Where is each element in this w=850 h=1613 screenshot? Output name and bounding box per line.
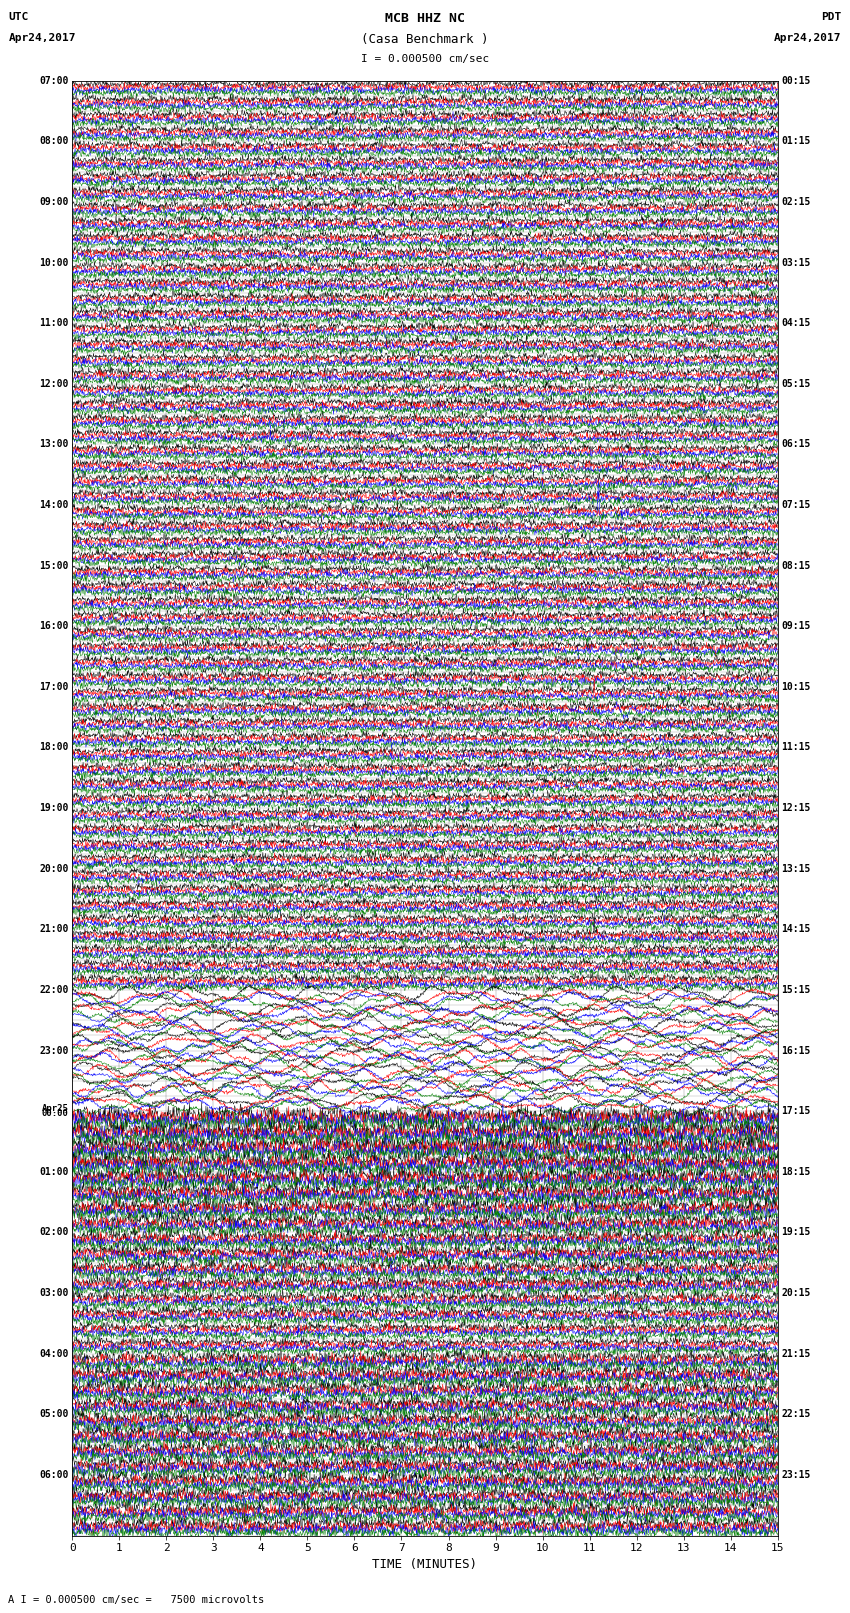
Text: 14:15: 14:15 [781, 924, 811, 934]
Text: 23:15: 23:15 [781, 1469, 811, 1481]
Text: 04:00: 04:00 [39, 1348, 69, 1358]
Text: 22:00: 22:00 [39, 986, 69, 995]
Text: 06:15: 06:15 [781, 439, 811, 450]
Text: 14:00: 14:00 [39, 500, 69, 510]
Text: Apr24,2017: Apr24,2017 [774, 32, 842, 44]
Text: 09:00: 09:00 [39, 197, 69, 206]
Text: 08:00: 08:00 [39, 135, 69, 147]
Text: 01:15: 01:15 [781, 135, 811, 147]
Text: 16:00: 16:00 [39, 621, 69, 631]
Text: 08:15: 08:15 [781, 561, 811, 571]
Text: 22:15: 22:15 [781, 1410, 811, 1419]
Text: 16:15: 16:15 [781, 1045, 811, 1055]
Text: 07:15: 07:15 [781, 500, 811, 510]
Text: 15:15: 15:15 [781, 986, 811, 995]
Text: 17:15: 17:15 [781, 1107, 811, 1116]
Text: 00:15: 00:15 [781, 76, 811, 85]
Text: 09:15: 09:15 [781, 621, 811, 631]
Text: 11:15: 11:15 [781, 742, 811, 753]
Text: 18:15: 18:15 [781, 1166, 811, 1177]
Text: 05:15: 05:15 [781, 379, 811, 389]
Text: 04:15: 04:15 [781, 318, 811, 327]
Text: 11:00: 11:00 [39, 318, 69, 327]
Text: 02:00: 02:00 [39, 1227, 69, 1237]
Text: 02:15: 02:15 [781, 197, 811, 206]
Text: 15:00: 15:00 [39, 561, 69, 571]
Text: 07:00: 07:00 [39, 76, 69, 85]
Text: 05:00: 05:00 [39, 1410, 69, 1419]
Text: 19:00: 19:00 [39, 803, 69, 813]
Text: 03:00: 03:00 [39, 1289, 69, 1298]
Text: 23:00: 23:00 [39, 1045, 69, 1055]
Text: UTC: UTC [8, 11, 29, 23]
Text: Apr24,2017: Apr24,2017 [8, 32, 76, 44]
Text: 03:15: 03:15 [781, 258, 811, 268]
Text: 13:00: 13:00 [39, 439, 69, 450]
Text: 13:15: 13:15 [781, 863, 811, 874]
Text: 10:15: 10:15 [781, 682, 811, 692]
Text: MCB HHZ NC: MCB HHZ NC [385, 11, 465, 26]
Text: 12:00: 12:00 [39, 379, 69, 389]
Text: I = 0.000500 cm/sec: I = 0.000500 cm/sec [361, 53, 489, 65]
Text: 01:00: 01:00 [39, 1166, 69, 1177]
Text: 20:15: 20:15 [781, 1289, 811, 1298]
Text: 12:15: 12:15 [781, 803, 811, 813]
Text: 00:00: 00:00 [42, 1110, 69, 1118]
Text: 19:15: 19:15 [781, 1227, 811, 1237]
Text: Apr25: Apr25 [42, 1105, 69, 1113]
Text: A I = 0.000500 cm/sec =   7500 microvolts: A I = 0.000500 cm/sec = 7500 microvolts [8, 1595, 264, 1605]
Text: (Casa Benchmark ): (Casa Benchmark ) [361, 32, 489, 47]
Text: 17:00: 17:00 [39, 682, 69, 692]
X-axis label: TIME (MINUTES): TIME (MINUTES) [372, 1558, 478, 1571]
Text: 21:00: 21:00 [39, 924, 69, 934]
Text: 06:00: 06:00 [39, 1469, 69, 1481]
Text: PDT: PDT [821, 11, 842, 23]
Text: 21:15: 21:15 [781, 1348, 811, 1358]
Text: 18:00: 18:00 [39, 742, 69, 753]
Text: 10:00: 10:00 [39, 258, 69, 268]
Text: 20:00: 20:00 [39, 863, 69, 874]
